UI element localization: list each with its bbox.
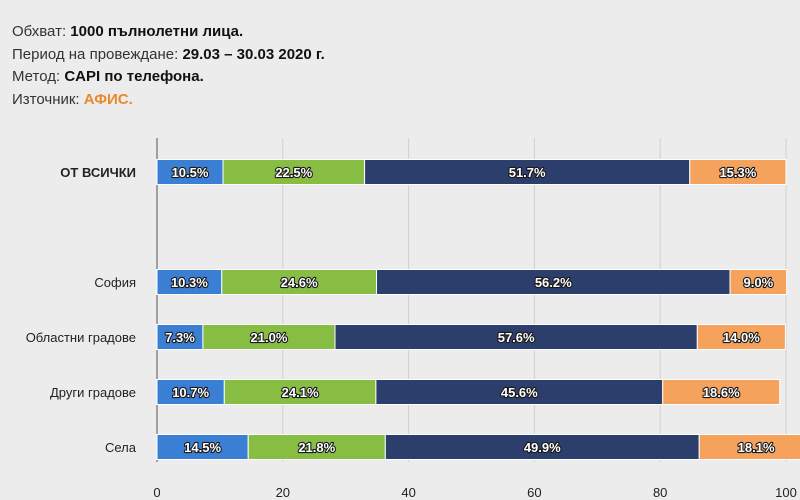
x-tick-label: 0 [153, 485, 160, 500]
bar-segment [662, 379, 781, 405]
bar-segment [696, 324, 786, 350]
bar-segment [384, 434, 700, 460]
method-label: Метод: [12, 68, 61, 85]
x-tick-labels: 0 20 40 60 80 100 [153, 485, 796, 500]
bar-segment [376, 269, 731, 295]
data-label: 10.7% [172, 385, 209, 400]
bar-segment [247, 434, 386, 460]
category-label: София [94, 275, 136, 290]
data-label: 45.6% [501, 385, 538, 400]
bar-segment [222, 159, 366, 185]
source-value: АФИС. [83, 90, 133, 108]
data-label: 21.0% [251, 330, 288, 345]
data-label: 10.3% [171, 275, 208, 290]
period-line: Период на провеждане: 29.03 – 30.03 2020… [12, 44, 325, 67]
data-label: 24.6% [281, 275, 318, 290]
data-label: 10.5% [172, 165, 209, 180]
data-label: 14.5% [184, 440, 221, 455]
survey-info: Обхват: 1000 пълнолетни лица. Период на … [12, 21, 325, 111]
data-label: 14.0% [723, 330, 760, 345]
data-label: 18.6% [703, 385, 740, 400]
bar-segment [364, 159, 691, 185]
x-tick-label: 100 [775, 485, 797, 500]
method-value: CAPI по телефона. [64, 68, 204, 85]
bar-segments: 10.5% 22.5% 51.7% 15.3% 10.3% 24.6% 56.2% 9.0% 7… [156, 159, 800, 460]
data-label: 9.0% [744, 275, 774, 290]
x-tick-label: 40 [401, 485, 415, 500]
bar-segment [156, 434, 249, 460]
data-label: 57.6% [498, 330, 535, 345]
bar-segment [202, 324, 336, 350]
sample-label: Обхват: [12, 23, 67, 40]
category-label: Села [105, 440, 137, 455]
method-line: Метод: CAPI по телефона. [12, 66, 325, 89]
category-label: Областни градове [26, 330, 136, 345]
data-label: 21.8% [298, 440, 335, 455]
data-label: 24.1% [282, 385, 319, 400]
bar-segment [156, 379, 225, 405]
period-value: 29.03 – 30.03 2020 г. [182, 45, 325, 63]
category-labels: ОТ ВСИЧКИ София Областни градове Други град… [26, 165, 137, 455]
gridlines [156, 138, 787, 462]
data-label: 56.2% [535, 275, 572, 290]
sample-line: Обхват: 1000 пълнолетни лица. [12, 21, 325, 44]
data-label: 15.3% [719, 165, 756, 180]
bar-segment [156, 269, 223, 295]
bar-segment [221, 269, 378, 295]
data-label: 51.7% [509, 165, 546, 180]
x-tick-label: 20 [276, 485, 290, 500]
data-label: 18.1% [738, 440, 775, 455]
category-label: Други градове [50, 385, 136, 400]
bar-segment [334, 324, 698, 350]
bar-segment [689, 159, 787, 185]
x-tick-label: 60 [527, 485, 541, 500]
data-label: 49.9% [524, 440, 561, 455]
period-label: Период на провеждане: [12, 45, 179, 63]
category-label: ОТ ВСИЧКИ [60, 165, 136, 180]
source-label: Източник: [12, 90, 80, 108]
source-line: Източник: АФИС. [12, 89, 325, 112]
x-tick-label: 80 [653, 485, 667, 500]
data-label: 7.3% [165, 330, 195, 345]
sample-value: 1000 пълнолетни лица. [70, 23, 244, 40]
bar-segment [698, 434, 800, 460]
bar-segment [729, 269, 788, 295]
data-label: 22.5% [275, 165, 312, 180]
